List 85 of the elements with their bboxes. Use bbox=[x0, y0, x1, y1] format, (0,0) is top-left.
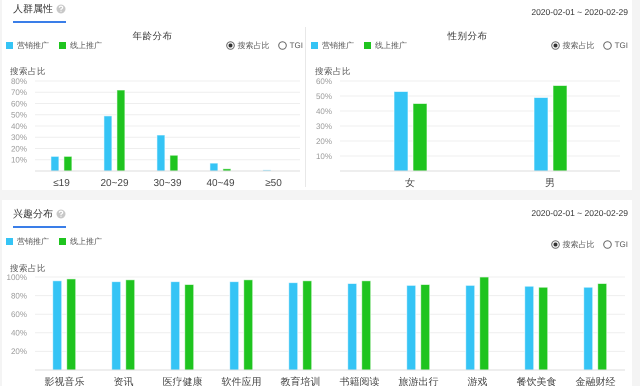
bar bbox=[125, 279, 136, 370]
text: 2020-02-01 ~ 2020-02-29 bbox=[531, 208, 628, 218]
x-tick-label: 影视音乐 bbox=[44, 376, 84, 386]
bar bbox=[243, 279, 254, 370]
text: TGI bbox=[614, 41, 628, 50]
legend-label: 线上推广 bbox=[70, 41, 102, 50]
x-tick-label: 30~39 bbox=[153, 178, 182, 190]
bar bbox=[103, 115, 112, 171]
legend-label: 线上推广 bbox=[70, 237, 102, 246]
chart-title: 性别分布 bbox=[448, 31, 488, 42]
bar bbox=[66, 278, 76, 370]
legend-label: 营销推广 bbox=[322, 41, 354, 50]
bar bbox=[169, 154, 178, 171]
y-tick-label: 20% bbox=[316, 136, 332, 146]
x-tick-label: 医疗健康 bbox=[162, 376, 202, 386]
x-tick-label: 男 bbox=[545, 178, 555, 190]
x-tick-label: ≥50 bbox=[265, 178, 282, 190]
text: 搜索占比 bbox=[562, 40, 595, 51]
bar bbox=[156, 134, 166, 171]
y-tick-label: 50% bbox=[10, 110, 27, 120]
bar bbox=[394, 91, 408, 171]
bar bbox=[184, 284, 194, 370]
x-tick-label: 金融财经 bbox=[576, 376, 616, 386]
x-tick-label: 女 bbox=[405, 177, 415, 190]
bar bbox=[538, 286, 548, 370]
bar bbox=[412, 103, 428, 171]
bar bbox=[534, 97, 548, 171]
chart-title: 年龄分布 bbox=[132, 31, 172, 42]
y-tick-label: 100% bbox=[6, 272, 27, 282]
bar bbox=[583, 286, 594, 370]
text: 搜索占比 bbox=[238, 40, 270, 51]
bar bbox=[229, 281, 240, 370]
y-tick-label: 60% bbox=[10, 99, 27, 108]
text: TGI bbox=[614, 240, 628, 249]
legend-label: 线上推广 bbox=[375, 41, 407, 50]
y-tick-label: 60% bbox=[10, 310, 27, 320]
text: 人群属性 bbox=[13, 2, 53, 16]
bar bbox=[52, 280, 62, 370]
bar bbox=[209, 162, 218, 171]
y-tick-label: 80% bbox=[10, 291, 27, 300]
y-tick-label: 70% bbox=[10, 88, 27, 98]
bar bbox=[406, 284, 416, 370]
x-tick-label: 40~49 bbox=[206, 178, 235, 190]
x-tick-label: 软件应用 bbox=[222, 376, 262, 386]
x-tick-label: ≤19 bbox=[53, 178, 70, 190]
y-axis-title: 搜索占比 bbox=[315, 66, 351, 78]
text: 2020-02-01 ~ 2020-02-29 bbox=[531, 7, 628, 17]
x-tick-label: 游戏 bbox=[468, 376, 488, 386]
y-tick-label: 10% bbox=[316, 152, 332, 161]
y-tick-label: 40% bbox=[316, 106, 332, 116]
y-tick-label: 20% bbox=[10, 347, 27, 356]
y-axis-title: 搜索占比 bbox=[10, 263, 46, 274]
y-tick-label: 40% bbox=[10, 328, 27, 338]
bar bbox=[288, 282, 298, 370]
y-axis-title: 搜索占比 bbox=[10, 66, 46, 78]
y-tick-label: 40% bbox=[10, 122, 27, 131]
x-tick-label: 20~29 bbox=[100, 178, 129, 190]
y-tick-label: 50% bbox=[316, 92, 332, 101]
legend-label: 营销推广 bbox=[17, 41, 49, 50]
bar bbox=[302, 280, 312, 370]
text: 搜索占比 bbox=[562, 239, 595, 250]
y-tick-label: 30% bbox=[10, 133, 27, 142]
bar bbox=[50, 156, 60, 171]
y-tick-label: 30% bbox=[316, 122, 332, 131]
bar bbox=[170, 281, 180, 370]
bar bbox=[524, 286, 534, 370]
y-tick-label: 80% bbox=[10, 76, 27, 86]
bar bbox=[347, 283, 358, 370]
bar bbox=[479, 277, 490, 370]
bar bbox=[116, 90, 126, 171]
bar bbox=[420, 284, 430, 370]
x-tick-label: 资讯 bbox=[114, 376, 134, 386]
bar bbox=[465, 284, 476, 370]
y-tick-label: 10% bbox=[10, 156, 27, 165]
y-tick-label: 20% bbox=[10, 144, 27, 154]
text: TGI bbox=[290, 41, 303, 50]
bar bbox=[63, 156, 72, 171]
bar bbox=[111, 281, 122, 370]
text: 兴趣分布 bbox=[13, 208, 53, 221]
bar bbox=[552, 85, 568, 171]
bar bbox=[597, 283, 608, 370]
y-tick-label: 60% bbox=[316, 76, 332, 86]
bar bbox=[361, 280, 372, 370]
legend-label: 营销推广 bbox=[17, 237, 49, 246]
x-tick-label: 旅游出行 bbox=[398, 376, 438, 386]
